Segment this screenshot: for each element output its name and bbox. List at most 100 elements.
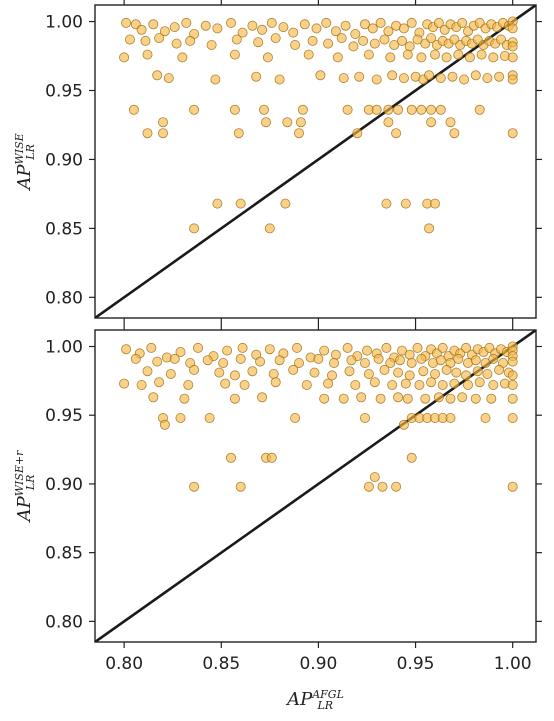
scatter-point — [128, 104, 139, 115]
scatter-point — [404, 370, 415, 381]
scatter-point — [400, 198, 411, 209]
scatter-point — [373, 353, 384, 364]
scatter-point — [212, 23, 223, 34]
scatter-point — [229, 104, 240, 115]
scatter-point — [148, 19, 159, 30]
scatter-point — [229, 49, 240, 60]
scatter-point — [270, 33, 281, 44]
scatter-point — [262, 52, 273, 63]
scatter-point — [429, 49, 440, 60]
x-tick-label: 0.95 — [397, 654, 435, 674]
scatter-point — [260, 117, 271, 128]
scatter-point — [179, 393, 190, 404]
scatter-point — [416, 353, 427, 364]
y-axis-label: APWISELR — [13, 133, 37, 191]
scatter-point — [175, 346, 186, 357]
scatter-point — [218, 357, 229, 368]
scatter-point — [507, 128, 518, 139]
scatter-point — [375, 17, 386, 28]
scatter-point — [237, 27, 248, 38]
scatter-point — [462, 379, 473, 390]
scatter-point — [359, 357, 370, 368]
scatter-point — [293, 357, 304, 368]
y-tick-label: 0.80 — [45, 288, 83, 308]
scatter-point — [371, 104, 382, 115]
scatter-point — [214, 367, 225, 378]
scatter-point — [266, 17, 277, 28]
scatter-point — [270, 377, 281, 388]
scatter-point — [480, 412, 491, 423]
scatter-point — [181, 17, 192, 28]
scatter-point — [152, 70, 163, 81]
scatter-point — [451, 367, 462, 378]
x-tick-label: 0.80 — [105, 654, 143, 674]
scatter-point — [315, 70, 326, 81]
scatter-point — [350, 379, 361, 390]
scatter-point — [447, 71, 458, 82]
scatter-point — [165, 368, 176, 379]
scatter-point — [391, 128, 402, 139]
scatter-point — [350, 28, 361, 39]
scatter-point — [233, 128, 244, 139]
y-tick-label: 0.85 — [45, 219, 83, 239]
scatter-point — [338, 393, 349, 404]
identity-line — [95, 330, 536, 642]
scatter-point — [480, 357, 491, 368]
scatter-point — [385, 52, 396, 63]
scatter-point — [429, 368, 440, 379]
scatter-point — [340, 20, 351, 31]
y-tick-label: 0.90 — [45, 150, 83, 170]
scatter-point — [435, 73, 446, 84]
scatter-point — [363, 481, 374, 492]
scatter-point — [356, 392, 367, 403]
scatter-point — [309, 367, 320, 378]
scatter-point — [344, 366, 355, 377]
scatter-point — [393, 392, 404, 403]
scatter-point — [251, 71, 262, 82]
scatter-point — [371, 74, 382, 85]
scatter-point — [391, 481, 402, 492]
scatter-point — [159, 26, 170, 37]
y-axis-label-superscript: WISE+r — [13, 450, 26, 496]
scatter-point — [369, 38, 380, 49]
scatter-point — [393, 104, 404, 115]
scatter-point — [464, 52, 475, 63]
scatter-point — [404, 41, 415, 52]
scatter-point — [313, 353, 324, 364]
scatter-point — [418, 366, 429, 377]
scatter-point — [381, 198, 392, 209]
scatter-point — [266, 452, 277, 463]
scatter-point — [482, 368, 493, 379]
scatter-point — [258, 104, 269, 115]
scatter-point — [359, 412, 370, 423]
scatter-point — [140, 35, 151, 46]
y-tick-label: 0.90 — [45, 475, 83, 495]
scatter-point — [229, 370, 240, 381]
scatter-point — [148, 392, 159, 403]
scatter-point — [441, 52, 452, 63]
scatter-point — [470, 355, 481, 366]
y-axis-label-base: AP — [14, 164, 35, 192]
scatter-point — [396, 35, 407, 46]
scatter-point — [402, 49, 413, 60]
scatter-point — [338, 73, 349, 84]
scatter-point — [225, 452, 236, 463]
scatter-point — [321, 17, 332, 28]
scatter-point — [352, 128, 363, 139]
scatter-point — [396, 345, 407, 356]
scatter-point — [398, 23, 409, 34]
scatter-point — [159, 419, 170, 430]
scatter-point — [476, 49, 487, 60]
scatter-point — [222, 345, 233, 356]
scatter-point — [389, 40, 400, 51]
scatter-point — [264, 344, 275, 355]
scatter-point — [416, 52, 427, 63]
scatter-point — [470, 393, 481, 404]
scatter-point — [301, 379, 312, 390]
scatter-point — [121, 344, 132, 355]
plot-frame — [94, 4, 537, 319]
scatter-point — [319, 393, 330, 404]
scatter-point — [437, 342, 448, 353]
scatter-point — [416, 104, 427, 115]
scatter-point — [393, 367, 404, 378]
